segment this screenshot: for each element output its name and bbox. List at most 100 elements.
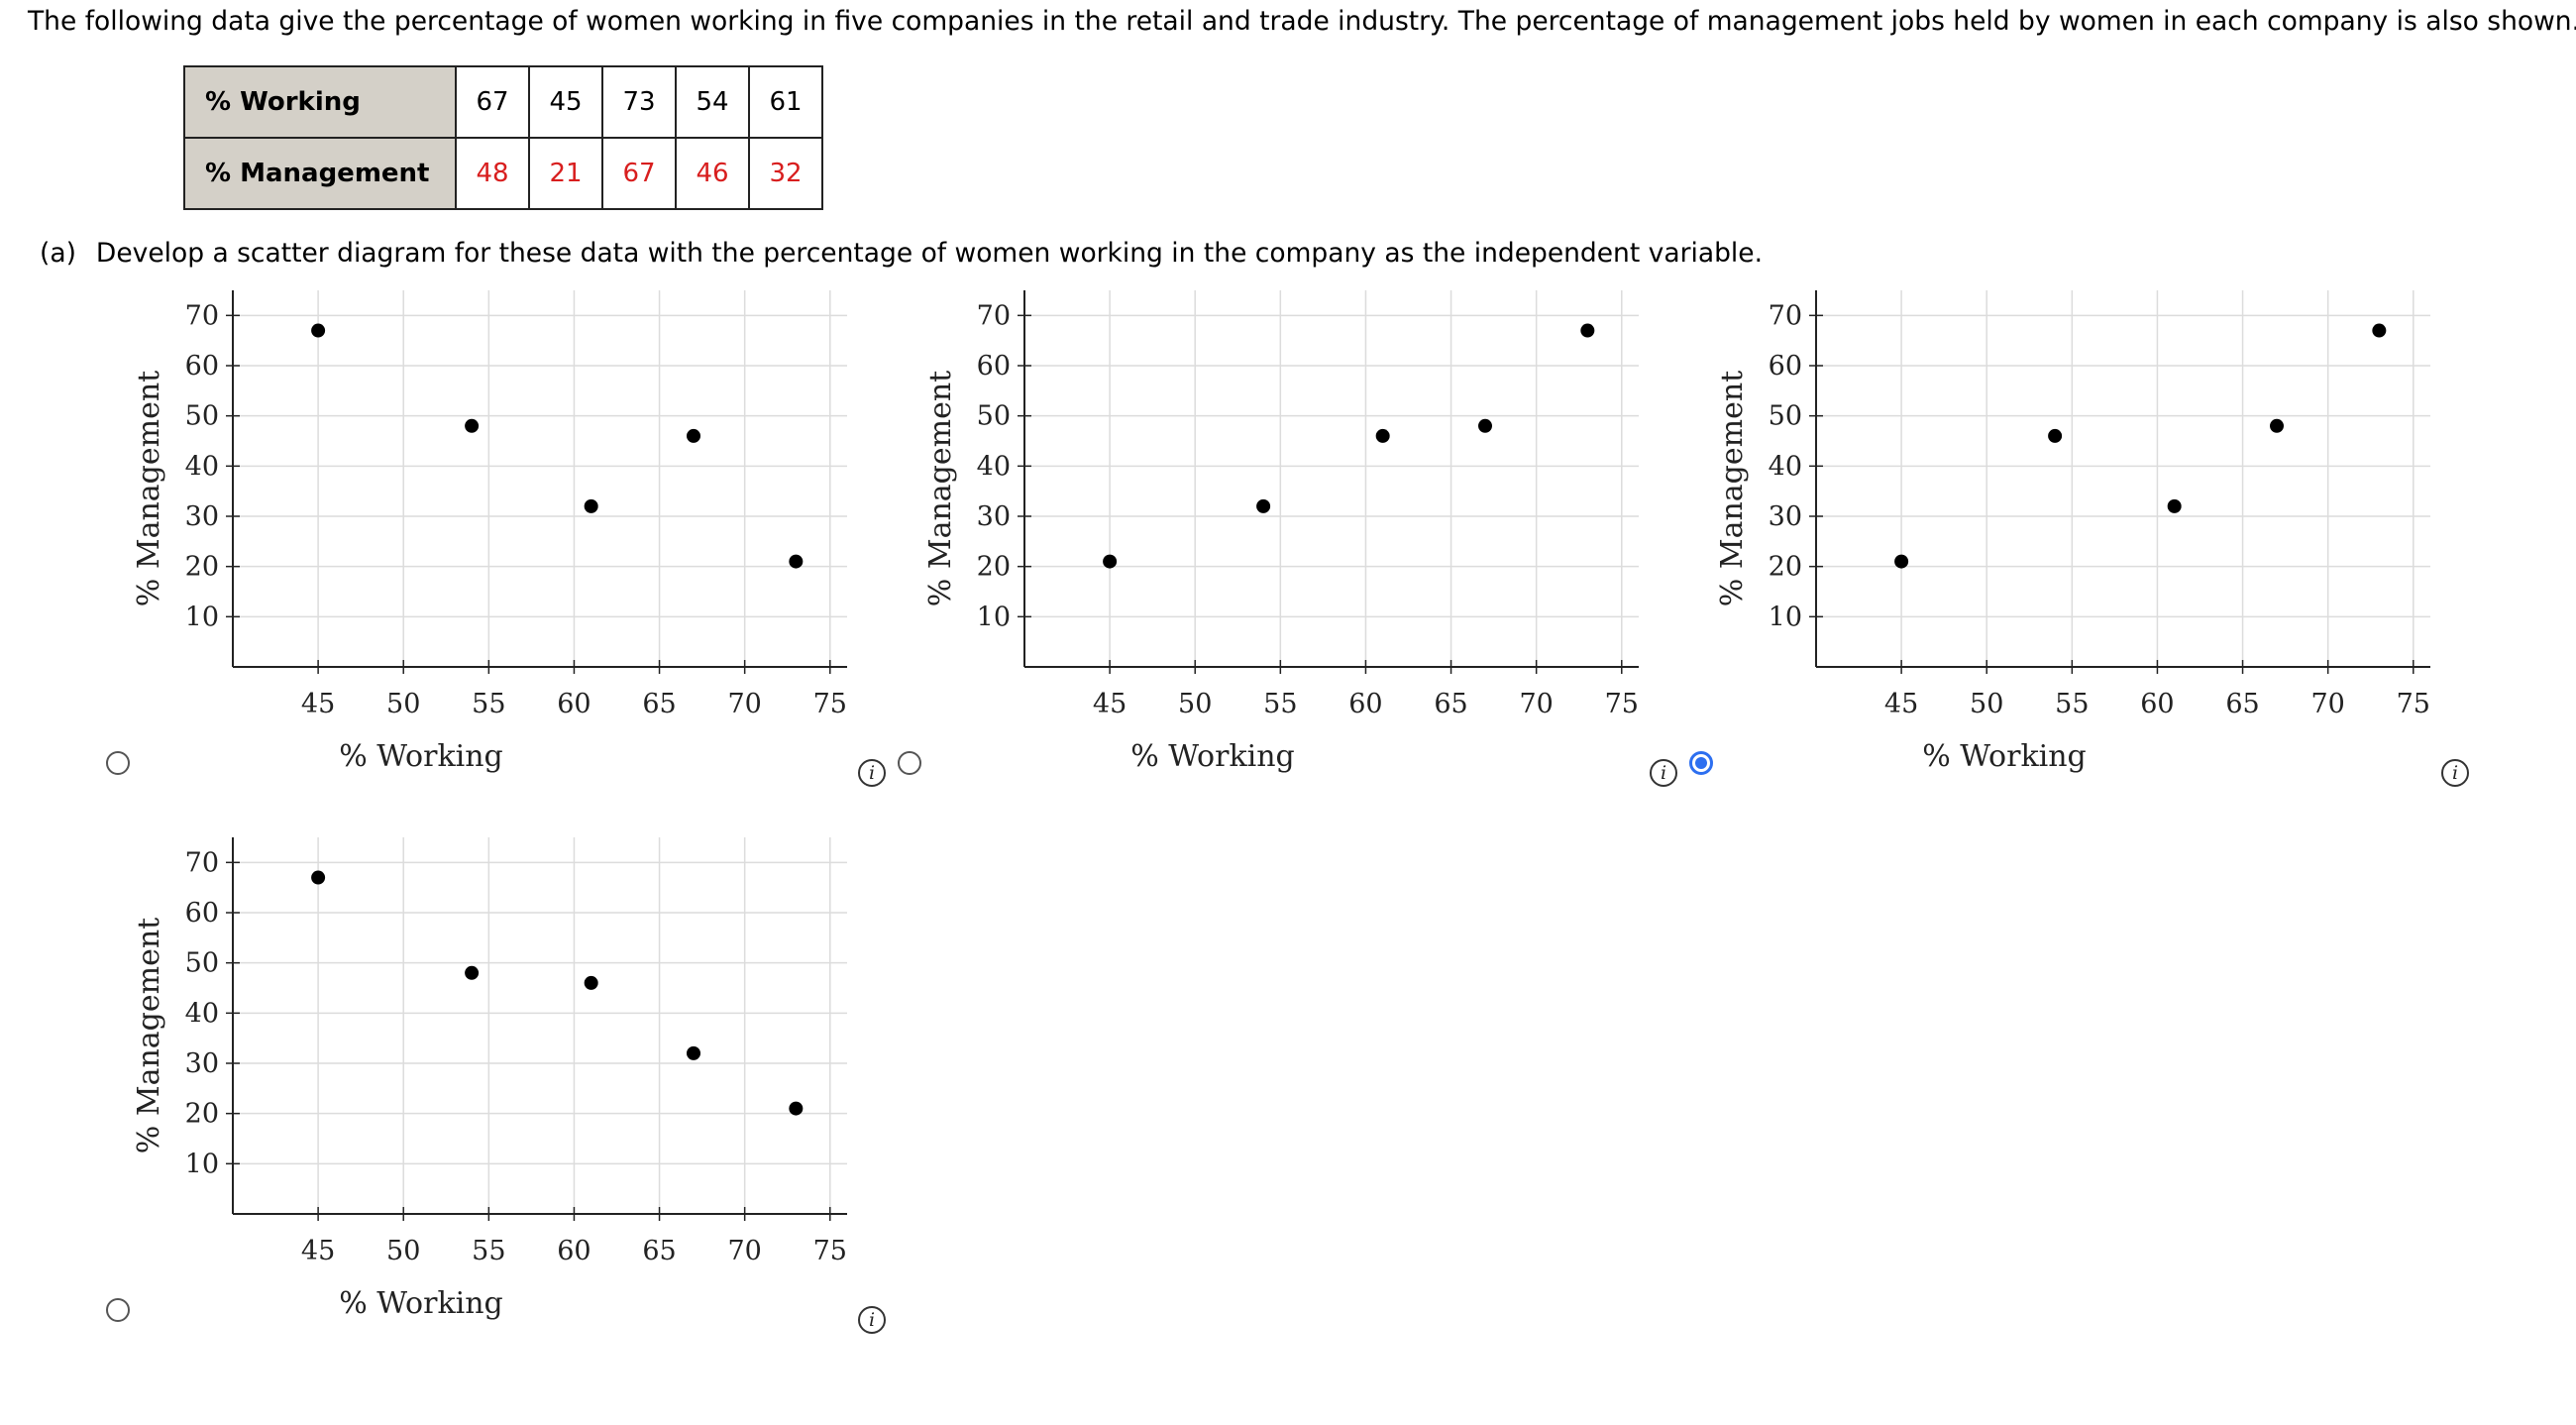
y-tick-label: 70 <box>185 300 219 331</box>
y-axis-label: % Management <box>132 918 166 1153</box>
data-point <box>2270 418 2284 433</box>
y-tick-label: 40 <box>185 451 219 482</box>
data-point <box>2372 323 2387 338</box>
option-3-radio[interactable] <box>1689 751 1713 775</box>
x-tick-label: 50 <box>386 1236 420 1266</box>
y-tick-label: 30 <box>185 501 219 532</box>
x-tick-label: 60 <box>557 689 590 719</box>
y-tick-label: 50 <box>977 401 1011 432</box>
table-row-working: % Working 67 45 73 54 61 <box>183 65 823 139</box>
option-2-scatter-plot: 45 50 55 60 65 70 75 10 20 30 40 50 60 70 % Working % M… <box>923 290 1639 774</box>
data-point <box>789 554 804 569</box>
row-header-management: % Management <box>183 137 457 210</box>
x-tick-label: 55 <box>472 1236 505 1266</box>
data-point <box>2048 428 2063 443</box>
data-point <box>584 975 598 990</box>
x-tick-label: 45 <box>301 689 335 719</box>
table-cell: 46 <box>675 137 750 210</box>
table-cell: 32 <box>748 137 823 210</box>
y-tick-label: 10 <box>185 1149 219 1179</box>
x-axis-label: % Working <box>339 1286 503 1321</box>
option-4-info-icon[interactable]: i <box>858 1306 886 1334</box>
data-point <box>1375 428 1390 443</box>
data-point <box>584 498 598 513</box>
x-tick-label: 50 <box>1178 689 1212 719</box>
x-tick-label: 65 <box>1434 689 1467 719</box>
table-cell: 67 <box>455 65 530 139</box>
x-tick-label: 70 <box>727 1236 761 1266</box>
data-point <box>465 418 480 433</box>
data-point <box>1256 498 1271 513</box>
part-label: (a) <box>40 238 76 269</box>
y-tick-label: 40 <box>185 998 219 1029</box>
table-row-management: % Management 48 21 67 46 32 <box>183 137 823 210</box>
y-axis-label: % Management <box>923 371 958 606</box>
table-cell: 48 <box>455 137 530 210</box>
data-point <box>1580 323 1595 338</box>
data-point <box>311 323 326 338</box>
y-tick-label: 40 <box>1769 451 1802 482</box>
option-3-scatter-plot: 45 50 55 60 65 70 75 10 20 30 40 50 60 70 % Working % M… <box>1715 290 2430 774</box>
y-tick-label: 20 <box>185 1099 219 1130</box>
data-point <box>311 870 326 885</box>
x-axis-label: % Working <box>1922 739 2087 774</box>
table-cell: 61 <box>748 65 823 139</box>
y-tick-label: 20 <box>977 552 1011 583</box>
y-tick-label: 30 <box>1769 501 1802 532</box>
x-tick-label: 60 <box>557 1236 590 1266</box>
data-point <box>1478 418 1492 433</box>
data-point <box>687 428 700 443</box>
option-4-scatter-plot: 45 50 55 60 65 70 75 10 20 30 40 50 60 70 % Working % M… <box>132 837 847 1321</box>
x-tick-label: 55 <box>472 689 505 719</box>
table-cell: 73 <box>601 65 677 139</box>
x-tick-label: 45 <box>1884 689 1918 719</box>
x-tick-label: 60 <box>1348 689 1382 719</box>
option-2-info-icon[interactable]: i <box>1650 759 1677 787</box>
option-1-scatter-plot: 45 50 55 60 65 70 75 10 20 30 40 50 60 70 % Working % M… <box>132 290 847 774</box>
x-tick-label: 60 <box>2140 689 2174 719</box>
x-tick-label: 75 <box>2397 689 2430 719</box>
x-tick-label: 75 <box>1605 689 1639 719</box>
x-tick-label: 65 <box>642 689 676 719</box>
x-tick-label: 55 <box>2055 689 2089 719</box>
y-tick-label: 50 <box>185 948 219 979</box>
y-tick-label: 10 <box>1769 602 1802 632</box>
option-4-radio[interactable] <box>106 1298 130 1322</box>
table-cell: 21 <box>528 137 603 210</box>
x-tick-label: 75 <box>813 689 847 719</box>
y-tick-label: 20 <box>1769 552 1802 583</box>
data-point <box>789 1101 804 1116</box>
y-tick-label: 60 <box>185 898 219 929</box>
data-point <box>687 1045 700 1060</box>
x-tick-label: 55 <box>1263 689 1297 719</box>
y-tick-label: 20 <box>185 552 219 583</box>
data-point <box>1103 554 1118 569</box>
part-text: Develop a scatter diagram for these data… <box>95 238 1763 269</box>
y-tick-label: 40 <box>977 451 1011 482</box>
x-tick-label: 50 <box>1970 689 2003 719</box>
part-a-question: (a) Develop a scatter diagram for these d… <box>40 238 1763 269</box>
y-tick-label: 70 <box>185 847 219 878</box>
x-tick-label: 65 <box>642 1236 676 1266</box>
data-point <box>2167 498 2182 513</box>
option-2-radio[interactable] <box>898 751 921 775</box>
option-1-radio[interactable] <box>106 751 130 775</box>
y-tick-label: 70 <box>977 300 1011 331</box>
x-tick-label: 70 <box>2310 689 2344 719</box>
data-point <box>1894 554 1909 569</box>
y-tick-label: 10 <box>977 602 1011 632</box>
option-1-info-icon[interactable]: i <box>858 759 886 787</box>
x-tick-label: 50 <box>386 689 420 719</box>
y-tick-label: 10 <box>185 602 219 632</box>
x-tick-label: 65 <box>2225 689 2259 719</box>
row-header-working: % Working <box>183 65 457 139</box>
option-3-info-icon[interactable]: i <box>2441 759 2469 787</box>
y-axis-label: % Management <box>132 371 166 606</box>
x-tick-label: 45 <box>1093 689 1127 719</box>
data-table: % Working 67 45 73 54 61 % Management 48… <box>183 65 823 210</box>
y-tick-label: 50 <box>1769 401 1802 432</box>
table-cell: 45 <box>528 65 603 139</box>
y-tick-label: 70 <box>1769 300 1802 331</box>
x-tick-label: 70 <box>1519 689 1553 719</box>
y-tick-label: 60 <box>1769 351 1802 382</box>
